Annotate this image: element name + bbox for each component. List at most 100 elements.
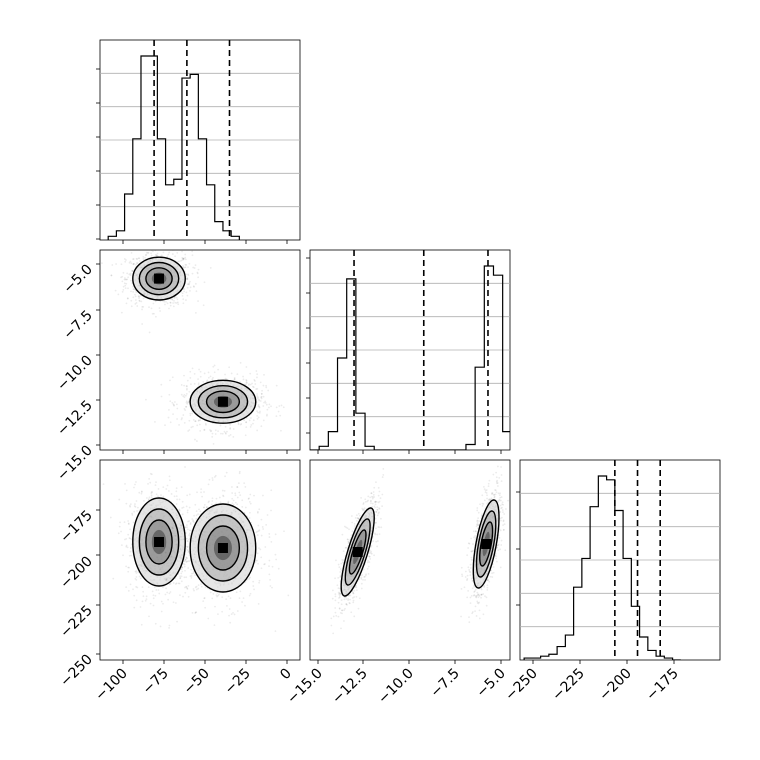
scatter-point: [491, 576, 494, 578]
scatter-point: [277, 567, 280, 570]
scatter-point: [232, 503, 235, 506]
scatter-point: [219, 424, 222, 427]
density-peak: [154, 273, 165, 284]
scatter-point: [175, 543, 178, 546]
scatter-point: [142, 297, 145, 300]
scatter-point: [357, 607, 360, 610]
scatter-point: [468, 621, 471, 624]
scatter-point: [259, 548, 262, 551]
scatter-point: [343, 620, 345, 622]
scatter-point: [135, 257, 138, 260]
scatter-point: [221, 432, 224, 435]
scatter-point: [349, 602, 351, 605]
scatter-point: [223, 430, 226, 433]
scatter-point: [155, 254, 158, 257]
scatter-point: [252, 580, 255, 583]
density-peak: [352, 547, 363, 557]
scatter-point: [235, 591, 238, 594]
scatter-point: [168, 251, 171, 254]
scatter-point: [181, 507, 184, 509]
scatter-point: [331, 589, 334, 592]
scatter-point: [200, 491, 202, 494]
scatter-point: [209, 267, 212, 269]
scatter-point: [376, 514, 379, 517]
scatter-point: [348, 602, 351, 604]
scatter-point: [214, 429, 217, 432]
scatter-point: [186, 560, 188, 563]
scatter-point: [186, 387, 188, 390]
scatter-point: [159, 625, 162, 628]
scatter-point: [236, 496, 239, 499]
scatter-point: [216, 595, 218, 598]
scatter-point: [169, 582, 172, 585]
scatter-point: [239, 423, 242, 426]
scatter-point: [256, 415, 259, 417]
scatter-point: [150, 492, 153, 495]
scatter-point: [183, 565, 186, 568]
contour-line: [189, 379, 257, 424]
scatter-point: [499, 496, 502, 499]
scatter-point: [129, 547, 132, 549]
scatter-point: [168, 475, 171, 478]
scatter-point: [185, 561, 188, 563]
scatter-point: [197, 584, 200, 587]
scatter-point: [278, 405, 281, 407]
scatter-point: [486, 497, 488, 500]
scatter-point: [197, 378, 199, 381]
scatter-point: [152, 250, 154, 253]
scatter-point: [173, 299, 175, 302]
scatter-point: [136, 305, 139, 307]
scatter-point: [174, 583, 177, 585]
scatter-density: [330, 465, 509, 635]
scatter-point: [482, 485, 485, 488]
scatter-point: [173, 297, 176, 300]
scatter-point: [185, 299, 187, 301]
scatter-point: [162, 486, 165, 489]
scatter-point: [198, 368, 200, 371]
scatter-point: [187, 550, 190, 553]
scatter-point: [168, 624, 171, 627]
scatter-point: [353, 615, 356, 618]
scatter-point: [155, 589, 158, 591]
scatter-point: [188, 534, 191, 537]
scatter-point: [334, 607, 337, 609]
scatter-point: [184, 394, 187, 397]
contour-line: [205, 390, 241, 414]
scatter-point: [111, 264, 114, 266]
scatter-point: [476, 591, 479, 594]
scatter-point: [248, 419, 251, 422]
scatter-point: [264, 400, 267, 403]
scatter-point: [244, 486, 247, 488]
scatter-point: [372, 493, 375, 496]
scatter-point: [217, 594, 219, 597]
scatter-point: [186, 539, 189, 542]
scatter-point: [339, 592, 342, 595]
scatter-point: [172, 582, 175, 584]
scatter-point: [115, 263, 117, 265]
scatter-point: [148, 496, 151, 499]
scatter-point: [184, 466, 186, 468]
scatter-point: [171, 298, 174, 301]
scatter-point: [178, 508, 181, 511]
scatter-point: [175, 296, 178, 299]
scatter-point: [172, 413, 174, 415]
scatter-point: [176, 620, 178, 623]
scatter-point: [224, 425, 227, 428]
scatter-point: [377, 486, 380, 489]
scatter-point: [187, 266, 189, 269]
scatter-point: [202, 600, 205, 603]
scatter-point: [180, 568, 183, 571]
scatter-point: [168, 246, 170, 248]
scatter-point: [347, 597, 349, 600]
scatter-point: [128, 554, 131, 557]
scatter-point: [194, 586, 197, 589]
scatter-point: [186, 588, 189, 590]
scatter-point: [181, 513, 184, 516]
scatter-point: [197, 300, 199, 302]
scatter-point: [183, 560, 186, 563]
scatter-point: [192, 520, 195, 523]
scatter-point: [233, 378, 236, 381]
scatter-point: [352, 591, 354, 594]
scatter-point: [464, 570, 467, 573]
scatter-point: [186, 283, 189, 286]
